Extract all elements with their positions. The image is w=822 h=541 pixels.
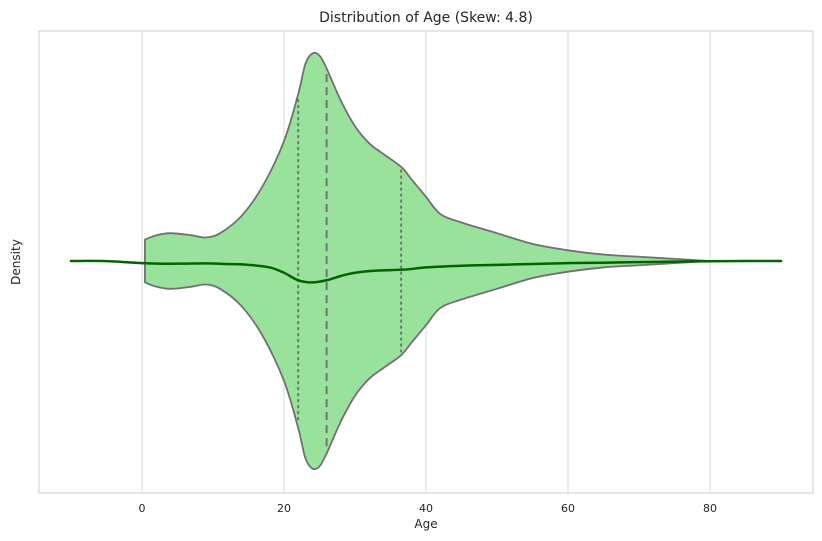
x-tick-labels: 0 20 40 60 80 <box>138 502 717 515</box>
x-tick-label-0: 0 <box>138 502 145 515</box>
plot-frame <box>38 30 814 494</box>
x-tick-label-60: 60 <box>561 502 575 515</box>
kde-line-group <box>69 259 783 284</box>
x-tick-label-40: 40 <box>419 502 433 515</box>
chart-title: Distribution of Age (Skew: 4.8) <box>319 10 533 26</box>
quartile-lines <box>297 74 403 448</box>
kde-line <box>69 259 783 284</box>
y-axis-label: Density <box>9 239 23 285</box>
x-tick-label-20: 20 <box>277 502 291 515</box>
x-tick-label-80: 80 <box>703 502 717 515</box>
x-axis-label: Age <box>414 517 437 531</box>
